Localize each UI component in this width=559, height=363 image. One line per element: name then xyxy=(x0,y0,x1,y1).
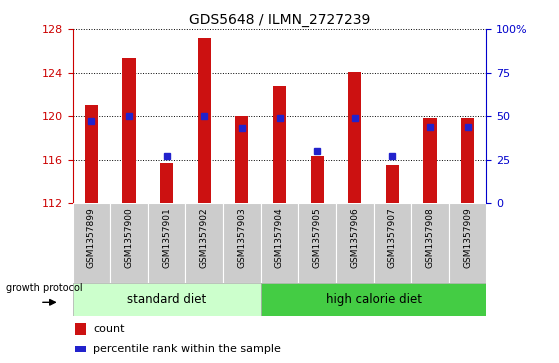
Text: high calorie diet: high calorie diet xyxy=(325,293,421,306)
Bar xyxy=(373,203,411,283)
Bar xyxy=(186,203,223,283)
Text: GSM1357905: GSM1357905 xyxy=(312,207,321,268)
Text: GSM1357909: GSM1357909 xyxy=(463,207,472,268)
Bar xyxy=(122,58,136,203)
Text: GSM1357902: GSM1357902 xyxy=(200,207,209,268)
Text: GSM1357908: GSM1357908 xyxy=(425,207,434,268)
Bar xyxy=(260,283,486,316)
Bar xyxy=(260,203,299,283)
Text: GSM1357900: GSM1357900 xyxy=(125,207,134,268)
Text: GSM1357899: GSM1357899 xyxy=(87,207,96,268)
Bar xyxy=(148,203,186,283)
Bar xyxy=(73,203,110,283)
Text: percentile rank within the sample: percentile rank within the sample xyxy=(93,344,281,354)
Bar xyxy=(299,203,336,283)
Bar xyxy=(75,323,86,335)
Bar xyxy=(85,105,98,203)
Bar xyxy=(336,203,373,283)
Bar xyxy=(198,38,211,203)
Bar xyxy=(235,116,248,203)
Bar xyxy=(73,283,260,316)
Bar xyxy=(160,163,173,203)
Text: count: count xyxy=(93,324,125,334)
Bar xyxy=(449,203,486,283)
Text: GSM1357904: GSM1357904 xyxy=(275,207,284,268)
Text: GSM1357901: GSM1357901 xyxy=(162,207,171,268)
Text: standard diet: standard diet xyxy=(127,293,206,306)
Bar xyxy=(411,203,449,283)
Text: GSM1357906: GSM1357906 xyxy=(350,207,359,268)
Bar xyxy=(75,346,86,352)
Text: GSM1357907: GSM1357907 xyxy=(388,207,397,268)
Bar xyxy=(223,203,260,283)
Bar xyxy=(461,118,474,203)
Bar xyxy=(273,86,286,203)
Text: GSM1357903: GSM1357903 xyxy=(238,207,247,268)
Bar xyxy=(423,118,437,203)
Bar xyxy=(311,156,324,203)
Bar xyxy=(110,203,148,283)
Text: growth protocol: growth protocol xyxy=(6,283,82,293)
Bar xyxy=(386,165,399,203)
Bar xyxy=(348,72,361,203)
Title: GDS5648 / ILMN_2727239: GDS5648 / ILMN_2727239 xyxy=(189,13,370,26)
